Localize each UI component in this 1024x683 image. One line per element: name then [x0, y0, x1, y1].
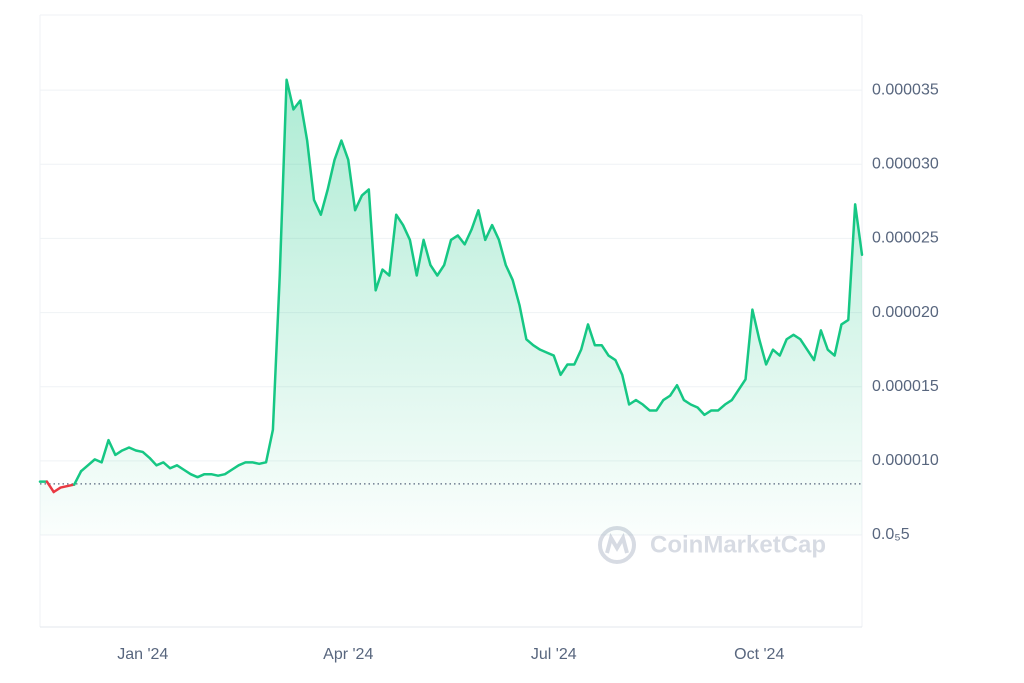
line-connector	[45, 480, 55, 494]
price-line	[79, 78, 864, 479]
x-tick-label: Jan '24	[117, 646, 168, 663]
y-tick-label: 0.000010	[872, 452, 939, 469]
watermark-logo	[605, 532, 629, 554]
x-tick-label: Oct '24	[734, 646, 784, 663]
y-tick-label: 0.0₅5	[872, 526, 910, 543]
y-tick-label: 0.000030	[872, 156, 939, 173]
line-connector	[73, 469, 83, 486]
price-area	[40, 79, 862, 536]
x-tick-label: Jul '24	[531, 646, 577, 663]
watermark-text: CoinMarketCap	[650, 531, 826, 558]
x-tick-label: Apr '24	[323, 646, 373, 663]
y-tick-label: 0.000025	[872, 230, 939, 247]
y-tick-label: 0.000020	[872, 304, 939, 321]
y-tick-label: 0.000015	[872, 378, 939, 395]
watermark: CoinMarketCap	[598, 526, 826, 564]
price-line	[52, 483, 76, 494]
y-tick-label: 0.000035	[872, 81, 939, 98]
